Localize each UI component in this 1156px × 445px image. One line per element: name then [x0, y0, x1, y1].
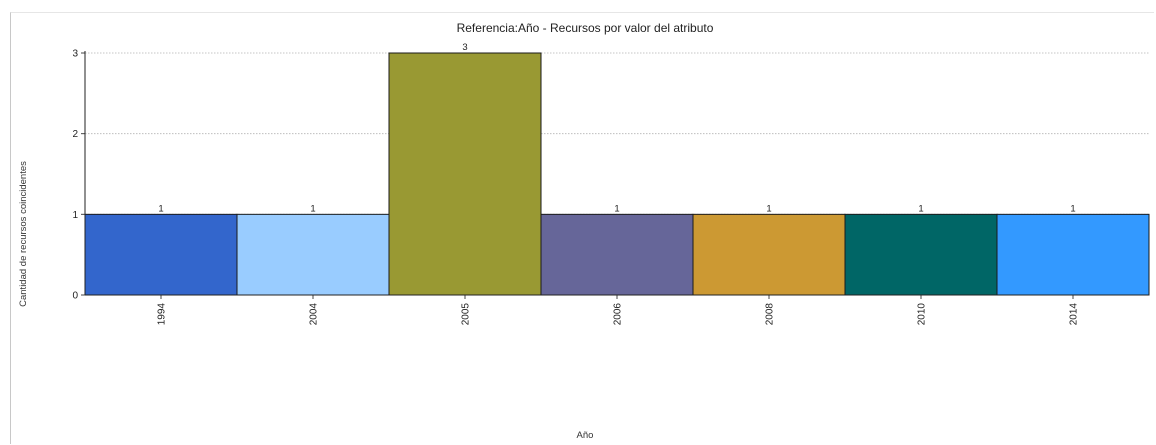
data-label-2014: 1 — [1070, 203, 1075, 214]
data-label-2008: 1 — [766, 203, 771, 214]
x-tick-label-2004: 2004 — [309, 303, 320, 326]
data-label-2010: 1 — [918, 203, 923, 214]
bar-2010 — [844, 213, 998, 296]
x-tick-label-2008: 2008 — [765, 303, 776, 326]
axes — [81, 51, 1149, 299]
data-label-1994: 1 — [158, 203, 163, 214]
bar-1994 — [84, 213, 238, 296]
x-tick-label-2014: 2014 — [1069, 303, 1080, 326]
y-tick-label: 0 — [72, 291, 78, 302]
chart-title: Referencia:Año - Recursos por valor del … — [457, 21, 714, 35]
x-tick-label-2010: 2010 — [917, 303, 928, 326]
x-tick-label-2006: 2006 — [613, 303, 624, 326]
data-label-2005: 3 — [462, 42, 467, 53]
chart-frame — [10, 12, 1154, 444]
bar-2014 — [996, 213, 1150, 296]
bar-2004 — [236, 213, 390, 296]
data-label-2004: 1 — [310, 203, 315, 214]
y-tick-label: 2 — [72, 129, 78, 140]
x-tick-label-1994: 1994 — [157, 303, 168, 326]
tick-labels: 0 1 2 3 1994 2004 2005 2006 2008 2010 2014 — [72, 49, 1079, 326]
y-tick-label: 3 — [72, 49, 78, 60]
x-axis-label: Año — [577, 430, 594, 441]
bar-2008 — [692, 213, 846, 296]
data-label-2006: 1 — [614, 203, 619, 214]
y-axis-label: Cantidad de recursos coincidentes — [18, 161, 29, 307]
y-tick-label: 1 — [72, 210, 78, 221]
bars — [84, 52, 1150, 296]
bar-2005 — [388, 52, 542, 296]
bar-2006 — [540, 213, 694, 296]
grid-lines — [85, 52, 1149, 215]
data-labels: 1 1 3 1 1 1 1 — [158, 42, 1075, 214]
x-tick-label-2005: 2005 — [461, 303, 472, 326]
